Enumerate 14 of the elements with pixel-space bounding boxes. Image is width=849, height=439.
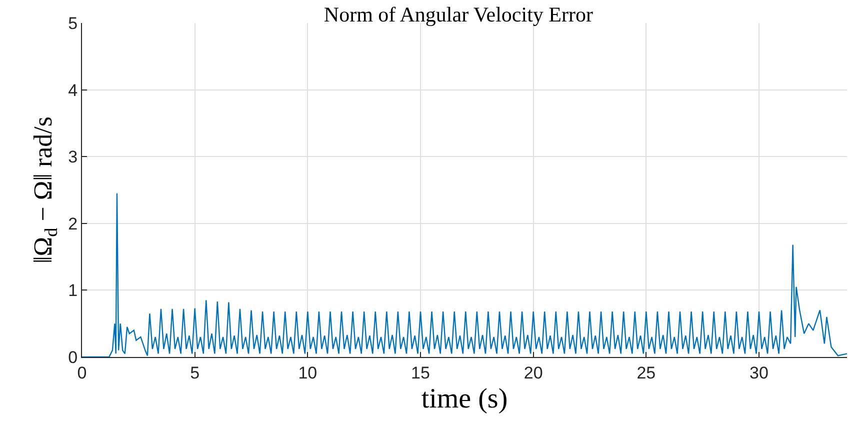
y-tick-label: 5: [68, 14, 78, 33]
y-tick-label: 3: [68, 148, 78, 167]
x-tick-label: 30: [750, 363, 768, 382]
x-tick-label: 5: [190, 363, 200, 382]
y-tick-label: 4: [68, 80, 78, 100]
x-tick-label: 10: [298, 363, 318, 382]
x-tick-label: 15: [411, 363, 430, 382]
y-tick-label: 0: [68, 348, 78, 367]
chart-title: Norm of Angular Velocity Error: [324, 2, 593, 26]
y-tick-label: 2: [68, 214, 78, 234]
y-tick-label: 1: [68, 281, 78, 300]
x-tick-label: 25: [636, 363, 656, 382]
x-tick-label: 20: [524, 363, 543, 382]
x-axis-title: time (s): [421, 384, 508, 414]
